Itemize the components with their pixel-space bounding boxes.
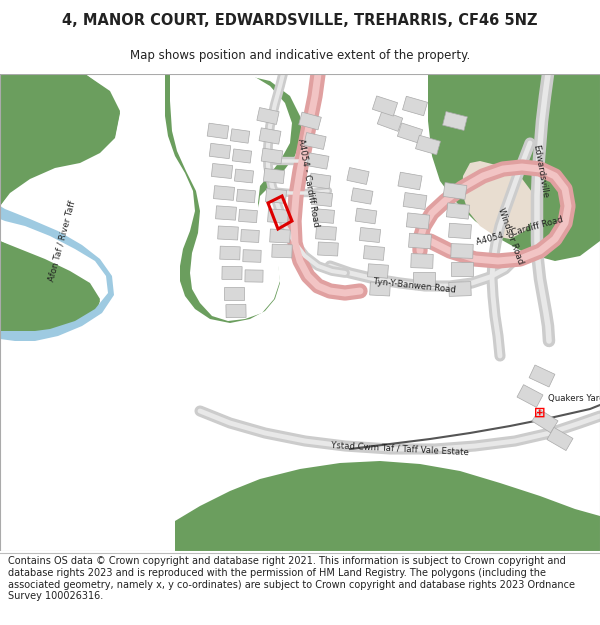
Bar [397, 123, 422, 143]
Bar [413, 272, 435, 286]
Polygon shape [165, 74, 302, 323]
Bar [368, 264, 388, 278]
Polygon shape [0, 206, 114, 341]
Bar [218, 226, 238, 240]
Text: Tyn-Y-Banwen Road: Tyn-Y-Banwen Road [373, 278, 457, 295]
Bar [209, 143, 231, 159]
Bar [265, 189, 287, 203]
Bar [211, 164, 233, 179]
Bar [409, 233, 431, 249]
Bar [403, 192, 427, 209]
Bar [370, 282, 391, 296]
Bar [443, 111, 467, 131]
Text: Afon Taf / River Taff: Afon Taf / River Taff [47, 199, 77, 282]
Bar [529, 365, 555, 387]
Bar [317, 242, 338, 256]
Text: Map shows position and indicative extent of the property.: Map shows position and indicative extent… [130, 49, 470, 62]
Bar [304, 132, 326, 149]
Text: Windsor Road: Windsor Road [496, 207, 524, 266]
Polygon shape [170, 74, 292, 321]
Bar [403, 96, 428, 116]
Bar [268, 209, 289, 223]
Bar [406, 213, 430, 229]
Bar [299, 112, 322, 130]
Bar [232, 149, 251, 163]
Bar [311, 191, 332, 206]
Polygon shape [0, 241, 100, 336]
Bar [547, 428, 573, 451]
Bar [449, 223, 472, 239]
Bar [313, 209, 335, 223]
Bar [307, 153, 329, 169]
Text: Edwardsville: Edwardsville [531, 144, 549, 199]
Bar [309, 173, 331, 189]
Bar [347, 168, 369, 184]
Text: ⊞: ⊞ [534, 406, 546, 420]
Text: Ystad Cwm Taf / Taff Vale Estate: Ystad Cwm Taf / Taff Vale Estate [331, 441, 469, 457]
Bar [443, 182, 467, 199]
Bar [239, 209, 257, 222]
Bar [230, 129, 250, 143]
Bar [241, 229, 259, 242]
Text: A4054 - Cardiff Road: A4054 - Cardiff Road [296, 138, 320, 228]
Bar [236, 189, 256, 202]
Bar [449, 282, 471, 296]
Bar [373, 96, 398, 116]
Bar [224, 286, 244, 299]
Bar [220, 246, 240, 260]
Text: A4054 - Cardiff Road: A4054 - Cardiff Road [476, 215, 565, 247]
Text: Contains OS data © Crown copyright and database right 2021. This information is : Contains OS data © Crown copyright and d… [8, 556, 575, 601]
Bar [364, 246, 385, 261]
Bar [532, 409, 558, 432]
Bar [411, 254, 433, 268]
Bar [222, 266, 242, 279]
Polygon shape [0, 74, 120, 391]
Polygon shape [0, 74, 120, 251]
Bar [451, 244, 473, 258]
Text: Quakers Yard: Quakers Yard [548, 394, 600, 404]
Bar [316, 226, 337, 240]
Text: 4, MANOR COURT, EDWARDSVILLE, TREHARRIS, CF46 5NZ: 4, MANOR COURT, EDWARDSVILLE, TREHARRIS,… [62, 13, 538, 28]
Bar [415, 135, 440, 155]
Bar [351, 188, 373, 204]
Bar [215, 206, 236, 220]
Bar [214, 186, 235, 201]
Bar [243, 250, 261, 262]
Bar [259, 128, 281, 144]
Bar [263, 169, 284, 184]
Bar [355, 208, 377, 224]
Bar [272, 244, 292, 258]
Bar [235, 169, 254, 183]
Bar [517, 384, 543, 408]
Bar [207, 123, 229, 139]
Polygon shape [175, 461, 600, 551]
Bar [377, 111, 403, 131]
Polygon shape [428, 74, 600, 261]
Bar [398, 173, 422, 190]
Bar [261, 148, 283, 164]
Bar [226, 304, 246, 318]
Bar [446, 203, 470, 219]
Bar [257, 107, 279, 124]
Bar [451, 262, 473, 276]
Bar [269, 229, 290, 243]
Polygon shape [462, 161, 535, 239]
Bar [245, 270, 263, 282]
Bar [359, 228, 380, 242]
